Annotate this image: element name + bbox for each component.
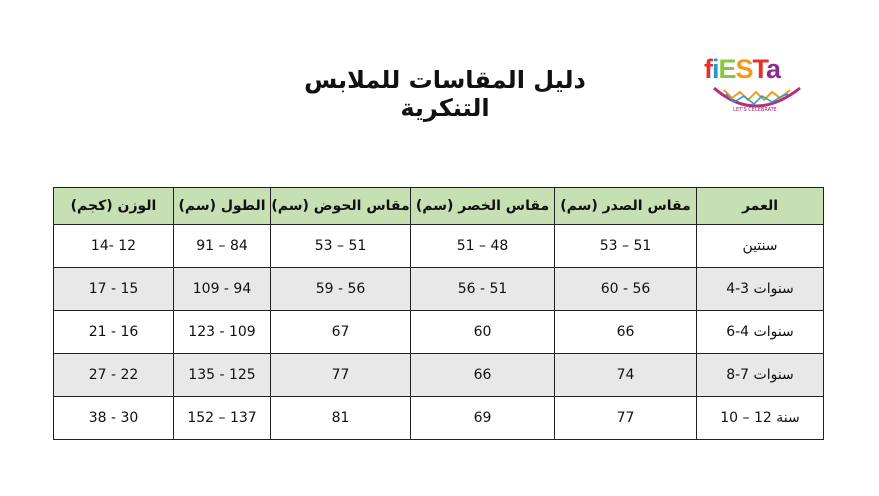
- cell-chest: 53 – 51: [554, 224, 697, 268]
- page-title: دليل المقاسات للملابس التنكرية: [304, 66, 586, 122]
- cell-hip: 67: [270, 310, 411, 354]
- cell-height: 91 – 84: [173, 224, 271, 268]
- bunting-icon: [713, 86, 801, 108]
- cell-waist: 56 - 51: [410, 267, 555, 311]
- cell-weight: 38 - 30: [53, 396, 174, 440]
- table-row: 8-7 سنوات 74 66 77 135 - 125 27 - 22: [53, 353, 824, 397]
- cell-chest: 60 - 56: [554, 267, 697, 311]
- table-row: 10 – 12 سنة 77 69 81 152 – 137 38 - 30: [53, 396, 824, 440]
- table-header-row: العمر مقاس الصدر (سم) مقاس الخصر (سم) مق…: [53, 187, 824, 225]
- logo-wordmark: fiESTa: [704, 54, 781, 84]
- cell-chest: 74: [554, 353, 697, 397]
- cell-weight: 17 - 15: [53, 267, 174, 311]
- header-waist: مقاس الخصر (سم): [410, 187, 555, 225]
- cell-height: 123 - 109: [173, 310, 271, 354]
- cell-chest: 77: [554, 396, 697, 440]
- cell-chest: 66: [554, 310, 697, 354]
- cell-hip: 77: [270, 353, 411, 397]
- logo-tagline: LET'S CELEBRATE: [733, 107, 777, 113]
- cell-height: 109 - 94: [173, 267, 271, 311]
- cell-age: 4-3 سنوات: [696, 267, 824, 311]
- cell-hip: 53 – 51: [270, 224, 411, 268]
- cell-hip: 59 - 56: [270, 267, 411, 311]
- fiesta-logo: fiESTa LET'S CELEBRATE: [700, 52, 810, 118]
- cell-waist: 51 – 48: [410, 224, 555, 268]
- cell-height: 135 - 125: [173, 353, 271, 397]
- table-row: 4-3 سنوات 60 - 56 56 - 51 59 - 56 109 - …: [53, 267, 824, 311]
- header-age: العمر: [696, 187, 824, 225]
- header-hip: مقاس الحوض (سم): [270, 187, 411, 225]
- table-row: 6-4 سنوات 66 60 67 123 - 109 21 - 16: [53, 310, 824, 354]
- cell-age: 10 – 12 سنة: [696, 396, 824, 440]
- table-row: سنتين 53 – 51 51 – 48 53 – 51 91 – 84 14…: [53, 224, 824, 268]
- cell-height: 152 – 137: [173, 396, 271, 440]
- cell-weight: 27 - 22: [53, 353, 174, 397]
- header-height: الطول (سم): [173, 187, 271, 225]
- cell-age: 6-4 سنوات: [696, 310, 824, 354]
- cell-weight: 21 - 16: [53, 310, 174, 354]
- header-chest: مقاس الصدر (سم): [554, 187, 697, 225]
- cell-age: سنتين: [696, 224, 824, 268]
- cell-waist: 66: [410, 353, 555, 397]
- cell-waist: 60: [410, 310, 555, 354]
- header-weight: الوزن (كجم): [53, 187, 174, 225]
- cell-hip: 81: [270, 396, 411, 440]
- cell-age: 8-7 سنوات: [696, 353, 824, 397]
- cell-weight: 14- 12: [53, 224, 174, 268]
- cell-waist: 69: [410, 396, 555, 440]
- size-chart-table: العمر مقاس الصدر (سم) مقاس الخصر (سم) مق…: [53, 187, 824, 440]
